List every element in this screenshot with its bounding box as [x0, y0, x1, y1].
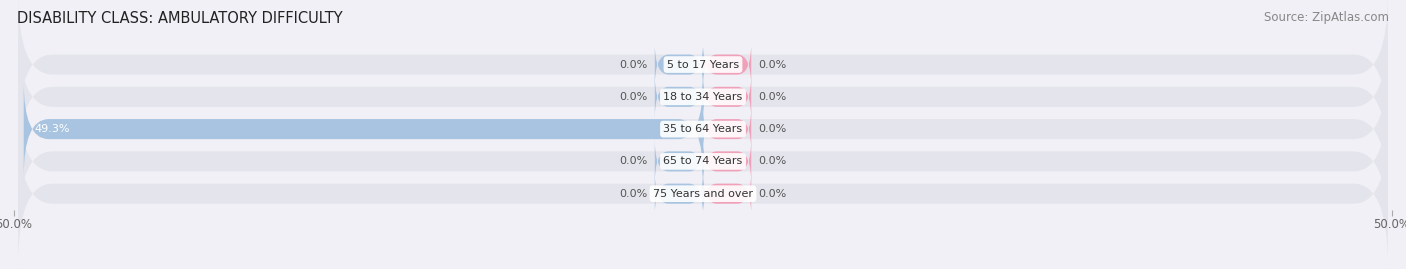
- FancyBboxPatch shape: [18, 58, 1388, 200]
- FancyBboxPatch shape: [18, 0, 1388, 135]
- Legend: Male, Female: Male, Female: [631, 266, 775, 269]
- FancyBboxPatch shape: [703, 42, 751, 87]
- Text: 0.0%: 0.0%: [758, 156, 786, 167]
- Text: 0.0%: 0.0%: [758, 124, 786, 134]
- FancyBboxPatch shape: [703, 75, 751, 119]
- Text: 0.0%: 0.0%: [758, 189, 786, 199]
- Text: 0.0%: 0.0%: [620, 92, 648, 102]
- Text: Source: ZipAtlas.com: Source: ZipAtlas.com: [1264, 11, 1389, 24]
- Text: 0.0%: 0.0%: [620, 189, 648, 199]
- FancyBboxPatch shape: [703, 139, 751, 184]
- FancyBboxPatch shape: [655, 139, 703, 184]
- FancyBboxPatch shape: [24, 81, 703, 177]
- Text: 0.0%: 0.0%: [620, 156, 648, 167]
- FancyBboxPatch shape: [655, 171, 703, 216]
- FancyBboxPatch shape: [18, 91, 1388, 232]
- FancyBboxPatch shape: [655, 75, 703, 119]
- Text: 0.0%: 0.0%: [758, 92, 786, 102]
- FancyBboxPatch shape: [703, 171, 751, 216]
- Text: 0.0%: 0.0%: [758, 59, 786, 70]
- FancyBboxPatch shape: [655, 42, 703, 87]
- Text: 5 to 17 Years: 5 to 17 Years: [666, 59, 740, 70]
- FancyBboxPatch shape: [18, 26, 1388, 168]
- Text: DISABILITY CLASS: AMBULATORY DIFFICULTY: DISABILITY CLASS: AMBULATORY DIFFICULTY: [17, 11, 343, 26]
- FancyBboxPatch shape: [18, 123, 1388, 264]
- Text: 18 to 34 Years: 18 to 34 Years: [664, 92, 742, 102]
- Text: 35 to 64 Years: 35 to 64 Years: [664, 124, 742, 134]
- Text: 49.3%: 49.3%: [35, 124, 70, 134]
- FancyBboxPatch shape: [703, 107, 751, 151]
- Text: 75 Years and over: 75 Years and over: [652, 189, 754, 199]
- Text: 0.0%: 0.0%: [620, 59, 648, 70]
- Text: 65 to 74 Years: 65 to 74 Years: [664, 156, 742, 167]
